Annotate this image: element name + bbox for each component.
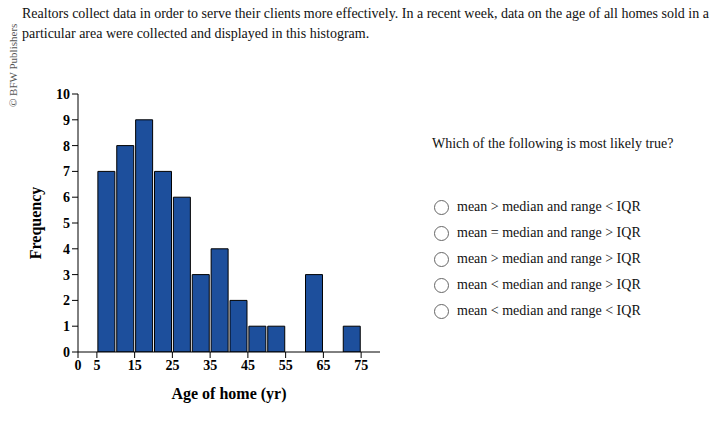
svg-text:10: 10 xyxy=(56,87,70,102)
svg-text:5: 5 xyxy=(63,216,70,231)
svg-text:Age of home (yr): Age of home (yr) xyxy=(171,385,286,403)
html-text:mean > median and range > IQR: mean > median and range > IQR xyxy=(457,251,641,266)
html-text:mean > median and range < IQR: mean > median and range < IQR xyxy=(457,199,641,214)
svg-text:25: 25 xyxy=(165,358,179,373)
svg-text:15: 15 xyxy=(128,358,142,373)
svg-text:9: 9 xyxy=(63,113,70,128)
svg-text:75: 75 xyxy=(354,358,368,373)
html-text:Which of the following is most: Which of the following is most likely tr… xyxy=(432,136,674,151)
svg-text:0: 0 xyxy=(63,345,70,360)
svg-text:0: 0 xyxy=(75,358,82,373)
svg-text:45: 45 xyxy=(241,358,255,373)
svg-text:Frequency: Frequency xyxy=(27,187,45,260)
svg-text:55: 55 xyxy=(279,358,293,373)
html-text:mean < median and range > IQR: mean < median and range > IQR xyxy=(457,277,641,292)
svg-text:1: 1 xyxy=(63,319,70,334)
html-text:© BFW Publishers: © BFW Publishers xyxy=(7,23,19,107)
svg-text:5: 5 xyxy=(93,358,100,373)
svg-text:6: 6 xyxy=(63,190,70,205)
svg-text:7: 7 xyxy=(63,164,70,179)
svg-text:65: 65 xyxy=(316,358,330,373)
svg-text:8: 8 xyxy=(63,139,70,154)
html-text:mean < median and range < IQR: mean < median and range < IQR xyxy=(457,303,641,318)
svg-text:35: 35 xyxy=(203,358,217,373)
html-text:Realtors collect data in order: Realtors collect data in order to serve … xyxy=(22,6,709,41)
html-text:mean = median and range > IQR: mean = median and range > IQR xyxy=(457,225,641,240)
svg-text:4: 4 xyxy=(63,242,70,257)
svg-text:2: 2 xyxy=(63,293,70,308)
svg-text:3: 3 xyxy=(63,268,70,283)
